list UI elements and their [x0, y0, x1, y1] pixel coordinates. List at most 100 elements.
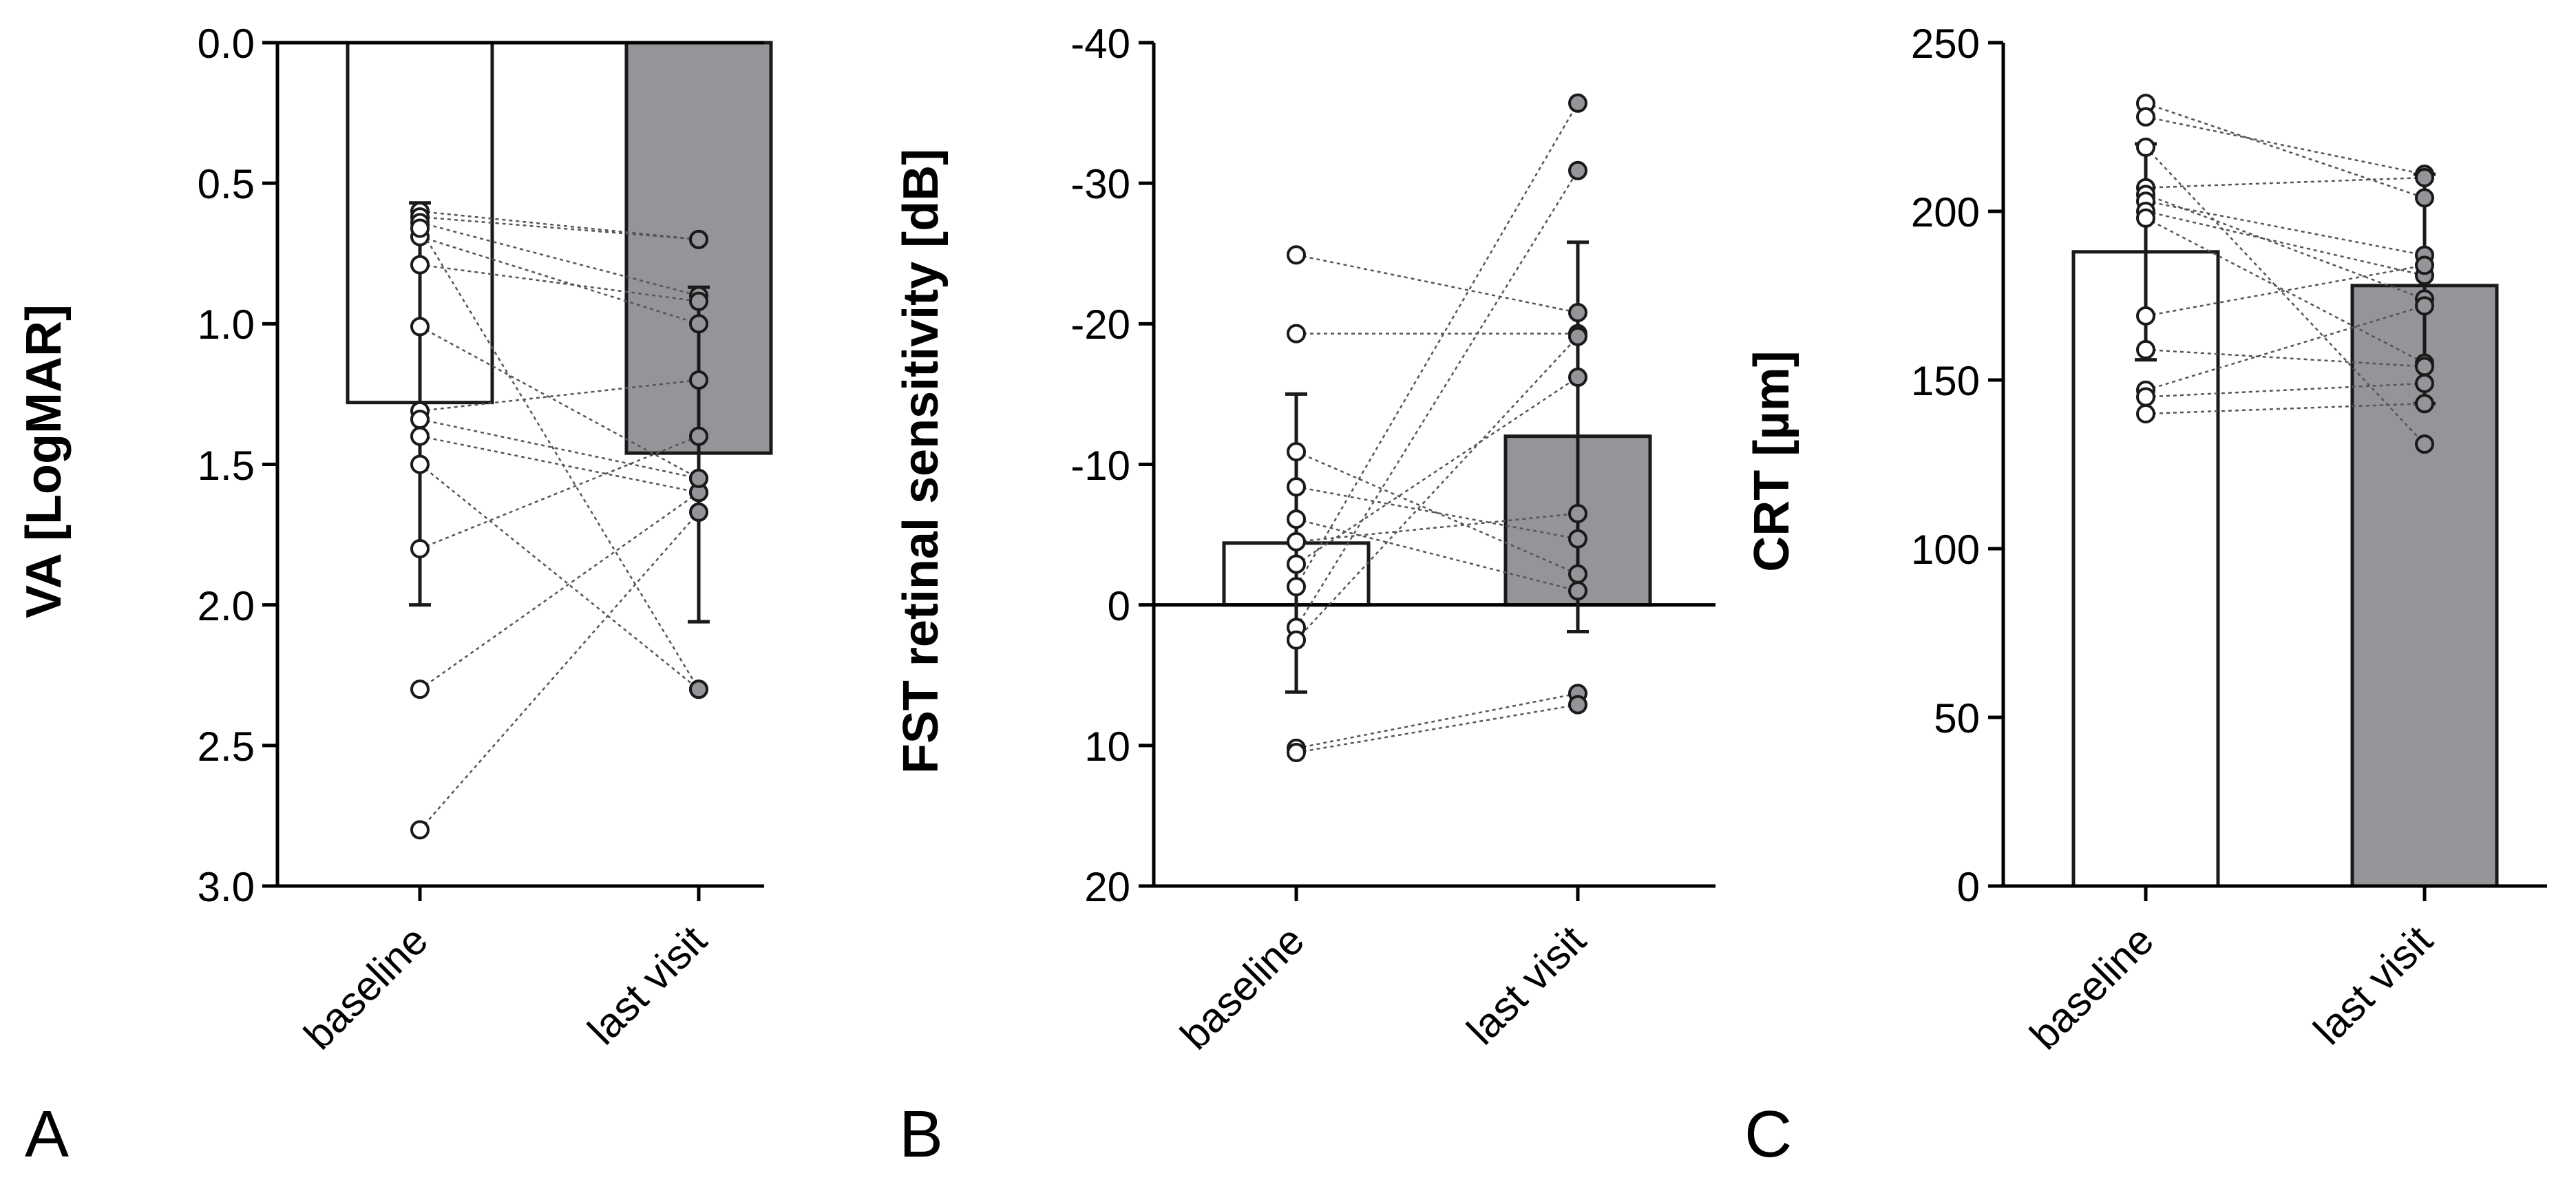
panel-b-point-baseline	[1287, 531, 1306, 551]
panel-c-paired-line	[2145, 147, 2425, 445]
panel-b-point-last-visit	[1568, 326, 1587, 346]
panel-b-ytick-label: -20	[1070, 302, 1130, 348]
panel-b-ytick-label: -30	[1070, 161, 1130, 207]
panel-c-point-baseline	[2136, 404, 2155, 423]
panel-b-point-last-visit	[1568, 695, 1587, 715]
panel-a-paired-line	[419, 379, 699, 412]
panel-a-paired-line	[419, 492, 699, 691]
panel-a-point-last-visit	[689, 314, 708, 334]
panel-c-xtick-label-last-visit: last visit	[2305, 917, 2441, 1053]
panel-b-ytick-label: 20	[1084, 864, 1130, 910]
panel-c-point-last-visit	[2415, 373, 2434, 393]
panel-c-paired-line	[2145, 200, 2425, 256]
panel-b-ytick-label: 0	[1108, 583, 1130, 629]
panel-b-paired-line	[1296, 704, 1579, 754]
panel-a-paired-line	[419, 326, 699, 480]
panel-a-point-baseline	[410, 410, 430, 430]
panel-b-xtick-label-baseline: baseline	[1172, 917, 1313, 1058]
panel-a-point-last-visit	[689, 468, 708, 488]
panel-b-point-last-visit	[1568, 564, 1587, 584]
panel-b-point-baseline	[1287, 509, 1306, 529]
panel-c-point-last-visit	[2415, 188, 2434, 208]
panel-a-point-last-visit	[689, 426, 708, 446]
panel-c-paired-line	[2145, 305, 2425, 391]
panel-a-point-baseline	[410, 255, 430, 275]
panel-c-ytick-label: 200	[1911, 189, 1980, 235]
panel-a-ytick-label: 1.0	[198, 302, 255, 348]
panel-c-point-last-visit	[2415, 394, 2434, 414]
panel-a-paired-line	[419, 435, 699, 494]
panel-b-paired-line	[1296, 693, 1579, 750]
panel-c-paired-line	[2145, 264, 2425, 317]
panel-c-yticks: 0 50 100 150 200 250	[1911, 21, 1980, 910]
panel-c-point-baseline	[2136, 208, 2155, 228]
panel-b-point-last-visit	[1568, 303, 1587, 322]
panel-c-ytick-label: 100	[1911, 527, 1980, 573]
panel-b-point-baseline	[1287, 743, 1306, 763]
panel-a-point-baseline	[410, 218, 430, 238]
panel-b-letter: B	[899, 1097, 943, 1171]
panel-a-paired-line	[419, 418, 699, 480]
panel-a-paired-line	[419, 215, 699, 241]
panel-c-point-last-visit	[2415, 296, 2434, 316]
panel-c-paired-line	[2145, 382, 2425, 398]
panel-a-ytick-label: 2.0	[198, 583, 255, 629]
panel-c-point-last-visit	[2415, 357, 2434, 377]
panel-c-xtick-label-baseline: baseline	[2021, 917, 2162, 1058]
panel-c-ytick-label: 50	[1934, 695, 1980, 741]
panel-a-point-baseline	[410, 426, 430, 446]
panel-a-point-baseline	[410, 454, 430, 474]
panel-b-ytick-label: 10	[1084, 724, 1130, 770]
panel-b-yticks: -40 -30 -20 -10 0 10 20	[1070, 21, 1130, 910]
panel-a-point-last-visit	[689, 679, 708, 699]
panel-c-paired-line	[2145, 403, 2425, 415]
panel-c-point-last-visit	[2415, 168, 2434, 187]
panel-c-ytick-label: 150	[1911, 358, 1980, 404]
panel-b-point-baseline	[1287, 477, 1306, 497]
panel-a-paired-line	[419, 512, 699, 831]
panel-a-yticks: 0.0 0.5 1.0 1.5 2.0 2.5 3.0	[198, 21, 255, 910]
panel-a-point-baseline	[410, 820, 430, 840]
panel-b-point-last-visit	[1568, 581, 1587, 601]
panel-c-plot	[1988, 41, 2547, 901]
panel-c-paired-line	[2145, 217, 2425, 364]
panel-b-paired-line	[1296, 512, 1579, 543]
panel-a-ytick-label: 0.0	[198, 21, 255, 67]
panel-a-ytick-label: 3.0	[198, 864, 255, 910]
panel-c-ylabel: CRT [µm]	[1744, 350, 1799, 571]
panel-b-ytick-label: -40	[1070, 21, 1130, 67]
panel-a-point-last-visit	[689, 370, 708, 390]
panel-b-plot	[1139, 41, 1715, 901]
panel-b-point-last-visit	[1568, 160, 1587, 180]
panel-a-paired-line	[419, 264, 699, 302]
panel-a-point-last-visit	[689, 502, 708, 522]
panel-c-point-last-visit	[2415, 434, 2434, 454]
panel-c-point-baseline	[2136, 137, 2155, 157]
panel-a-ytick-label: 0.5	[198, 161, 255, 207]
panel-c-paired-line	[2145, 176, 2425, 189]
panel-b-paired-line	[1296, 254, 1579, 314]
panel-b-paired-line	[1296, 450, 1579, 575]
panel-b-xtick-label-last-visit: last visit	[1458, 917, 1594, 1053]
panel-c-point-baseline	[2136, 107, 2155, 127]
panel-c-paired-line	[2145, 348, 2425, 368]
panel-a-point-baseline	[410, 679, 430, 699]
panel-a-paired-line	[419, 463, 699, 691]
panel-a-paired-line	[419, 235, 699, 325]
panel-c-letter: C	[1744, 1097, 1792, 1171]
panel-c-point-baseline	[2136, 339, 2155, 359]
panel-b-paired-line	[1296, 335, 1579, 641]
panel-b-point-baseline	[1287, 554, 1306, 574]
panel-c-ytick-label: 0	[1957, 864, 1980, 910]
panel-a-letter: A	[25, 1097, 69, 1171]
panel-b-point-last-visit	[1568, 93, 1587, 113]
panel-a-point-last-visit	[689, 291, 708, 311]
panel-c-point-last-visit	[2415, 255, 2434, 275]
panel-a-ytick-label: 1.5	[198, 443, 255, 489]
panel-b-point-last-visit	[1568, 503, 1587, 523]
panel-b-ytick-label: -10	[1070, 443, 1130, 489]
panel-a-point-baseline	[410, 539, 430, 558]
panel-a-point-last-visit	[689, 229, 708, 249]
panel-b-paired-line	[1296, 518, 1579, 592]
